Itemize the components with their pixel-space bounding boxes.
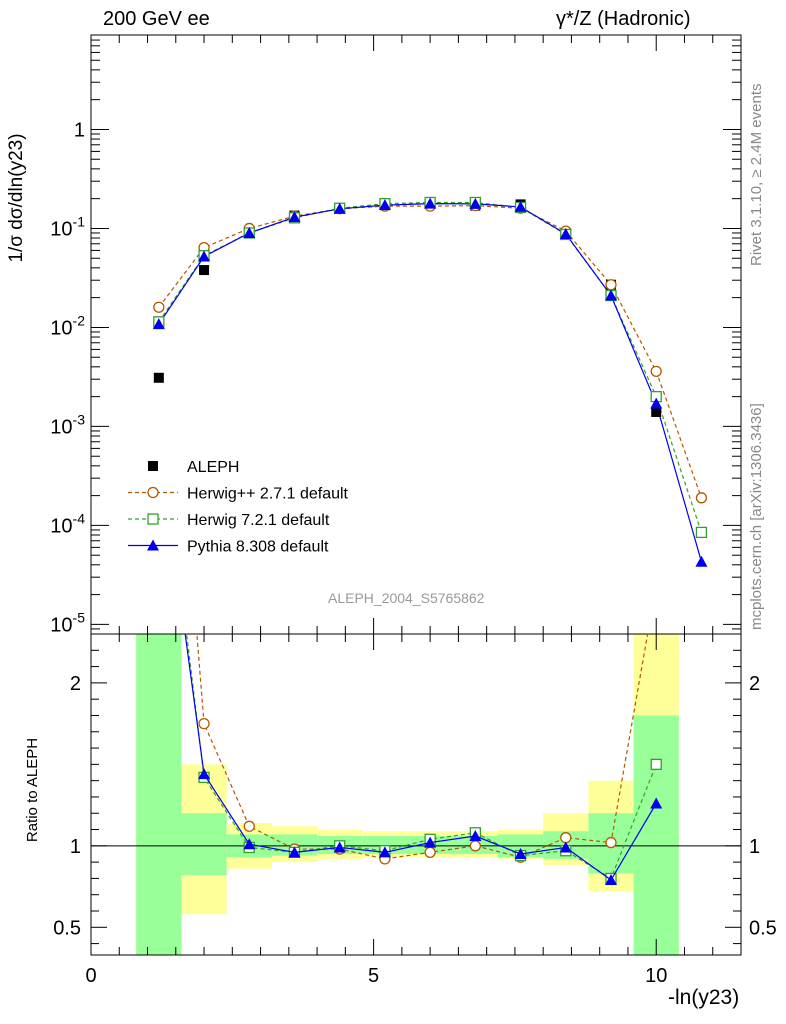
x-tick-label: 5 bbox=[368, 965, 379, 987]
main-point-series-1 bbox=[605, 279, 617, 291]
ratio-y-tick-label-right: 1 bbox=[749, 836, 760, 858]
ratio-point-series-1 bbox=[605, 836, 617, 849]
band-stat-bin bbox=[181, 813, 227, 876]
main-point-series-0 bbox=[153, 372, 164, 383]
band-stat-bin bbox=[633, 715, 679, 955]
main-point-series-3 bbox=[605, 289, 617, 301]
ratio-point-series-3 bbox=[424, 836, 437, 848]
ratio-y-tick-label-left: 1 bbox=[70, 836, 81, 858]
ratio-point-series-3 bbox=[333, 841, 346, 853]
ratio-y-tick-label-left: 2 bbox=[70, 673, 81, 695]
ratio-point-series-3 bbox=[559, 841, 572, 853]
ratio-y-tick-label-right: 0.5 bbox=[749, 917, 777, 939]
main-point-series-2 bbox=[695, 526, 708, 539]
legend-marker-1 bbox=[147, 486, 159, 499]
main-point-series-3 bbox=[333, 202, 346, 214]
ratio-series bbox=[184, 634, 663, 886]
ratio-point-series-1 bbox=[469, 840, 481, 852]
analysis-label: ALEPH_2004_S5765862 bbox=[328, 590, 485, 606]
ratio-point-series-1 bbox=[424, 846, 436, 858]
band-stat-bin bbox=[136, 634, 182, 955]
ratio-y-tick-label-left: 0.5 bbox=[53, 917, 81, 939]
main-y-tick-label: 10-5 bbox=[50, 609, 85, 636]
legend-marker-2 bbox=[147, 513, 159, 525]
x-axis-label: -ln(y23) bbox=[668, 986, 740, 1009]
main-point-series-3 bbox=[559, 227, 572, 239]
legend-marker-3 bbox=[147, 539, 159, 551]
rivet-label: Rivet 3.1.10, ≥ 2.4M events bbox=[748, 83, 765, 267]
process-label: γ*/Z (Hadronic) bbox=[556, 8, 691, 30]
main-point-series-1 bbox=[153, 301, 165, 313]
ratio-point-series-1 bbox=[243, 820, 255, 832]
main-point-series-3 bbox=[198, 250, 211, 262]
main-point-series-1 bbox=[695, 492, 708, 504]
legend-marker-0 bbox=[148, 461, 158, 471]
main-point-series-3 bbox=[695, 555, 708, 567]
main-series bbox=[152, 196, 708, 567]
main-point-series-3 bbox=[469, 197, 482, 209]
main-point-series-0 bbox=[199, 265, 210, 276]
x-tick-label: 0 bbox=[85, 965, 96, 987]
x-tick-label: 10 bbox=[645, 965, 667, 987]
ratio-line-series-1 bbox=[196, 634, 649, 860]
legend: ALEPH Herwig++ 2.7.1 default Herwig 7.2.1 … bbox=[128, 459, 349, 556]
ratio-frame bbox=[90, 633, 742, 956]
ratio-point-series-3 bbox=[243, 838, 256, 850]
legend-label-1: Herwig++ 2.7.1 default bbox=[187, 486, 349, 503]
main-point-series-1 bbox=[650, 365, 662, 378]
main-line-series-1 bbox=[158, 205, 702, 499]
ratio-y-tick-label-right: 2 bbox=[749, 673, 760, 695]
energy-label: 200 GeV ee bbox=[103, 8, 210, 30]
ratio-line-series-2 bbox=[185, 634, 657, 880]
plot-frames: 0 5 10 10-5 10-4 10-3 10-2 10-1 1 0.5 0.5 1 1 2 2 bbox=[50, 34, 777, 987]
main-point-series-3 bbox=[288, 211, 301, 223]
ratio-point-series-1 bbox=[560, 832, 572, 844]
ratio-point-series-2 bbox=[650, 758, 662, 771]
main-point-series-3 bbox=[378, 199, 391, 211]
main-line-series-2 bbox=[158, 201, 703, 533]
ratio-line-series-3 bbox=[184, 634, 657, 881]
ratio-point-series-3 bbox=[650, 797, 663, 809]
main-y-tick-label: 10-3 bbox=[50, 411, 85, 438]
ratio-point-series-3 bbox=[469, 830, 482, 842]
source-label: mcplots.cern.ch [arXiv:1306.3436] bbox=[748, 403, 765, 630]
ratio-y-axis-label: Ratio to ALEPH bbox=[24, 737, 41, 843]
legend-label-2: Herwig 7.2.1 default bbox=[187, 512, 330, 529]
main-point-series-3 bbox=[152, 318, 165, 330]
ratio-point-series-3 bbox=[605, 874, 617, 886]
ratio-point-series-1 bbox=[198, 717, 210, 730]
main-y-tick-label: 1 bbox=[74, 119, 85, 141]
ratio-point-series-3 bbox=[514, 847, 527, 859]
legend-label-3: Pythia 8.308 default bbox=[187, 539, 329, 556]
main-point-series-3 bbox=[243, 226, 256, 238]
main-y-tick-label: 10-2 bbox=[50, 312, 85, 339]
main-point-series-3 bbox=[424, 197, 437, 209]
main-y-axis-label: 1/σ dσ/dln(y23) bbox=[6, 133, 27, 263]
ratio-point-series-3 bbox=[198, 768, 211, 780]
main-point-series-0 bbox=[651, 406, 662, 417]
ratio-point-series-3 bbox=[288, 846, 301, 858]
main-line-series-3 bbox=[158, 203, 703, 562]
ratio-clip-group bbox=[184, 634, 663, 886]
legend-label-0: ALEPH bbox=[187, 459, 239, 476]
main-y-tick-label: 10-4 bbox=[50, 510, 85, 537]
main-y-tick-label: 10-1 bbox=[50, 213, 85, 240]
main-point-series-3 bbox=[650, 397, 663, 409]
ratio-point-series-3 bbox=[378, 846, 391, 858]
main-point-series-3 bbox=[514, 200, 527, 212]
